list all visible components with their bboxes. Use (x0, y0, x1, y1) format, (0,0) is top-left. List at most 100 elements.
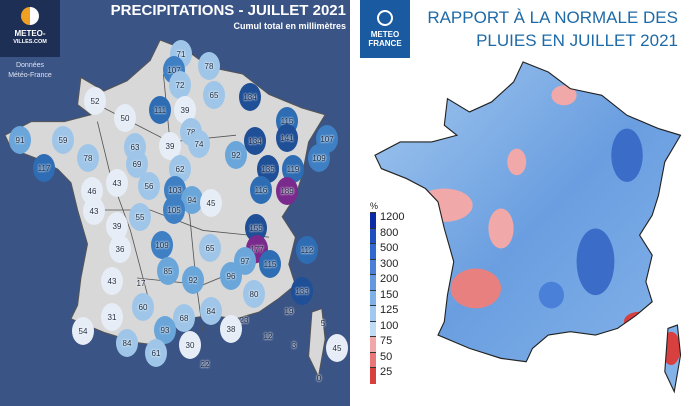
station-value: 134 (248, 136, 262, 146)
legend-swatch (370, 212, 376, 229)
legend-label: 150 (380, 288, 399, 301)
station-value: 43 (112, 178, 122, 188)
station-bubble: 3 (287, 338, 301, 352)
station-bubble: 96 (220, 262, 242, 290)
station-bubble: 105 (163, 196, 185, 224)
station-bubble: 117 (33, 154, 55, 182)
france-map-ratio (374, 61, 682, 394)
station-value: 78 (83, 153, 93, 163)
station-bubble: 56 (138, 172, 160, 200)
legend-label: 300 (380, 257, 399, 270)
station-bubble: 134 (239, 83, 261, 111)
station-value: 133 (295, 286, 309, 296)
logo-text-sub: VILLES.COM (13, 39, 47, 45)
station-value: 92 (188, 275, 198, 285)
station-value: 68 (179, 313, 189, 323)
station-value: 17 (136, 278, 146, 288)
station-value: 45 (332, 343, 342, 353)
station-value: 71 (176, 49, 186, 59)
station-value: 91 (15, 135, 25, 145)
station-value: 46 (87, 186, 97, 196)
station-value: 30 (185, 340, 195, 350)
station-bubble: 91 (9, 126, 31, 154)
station-value: 39 (112, 221, 122, 231)
station-bubble: 133 (291, 277, 313, 305)
legend-swatch (370, 367, 376, 384)
station-bubble: 109 (308, 144, 330, 172)
station-bubble: 119 (282, 155, 304, 183)
station-bubble: 74 (188, 130, 210, 158)
station-value: 22 (200, 359, 210, 369)
station-value: 177 (250, 244, 264, 254)
station-bubble: 43 (106, 169, 128, 197)
legend-swatch (370, 243, 376, 260)
station-bubble: 68 (173, 304, 195, 332)
station-value: 63 (130, 142, 140, 152)
station-bubble: 78 (198, 52, 220, 80)
logo-text-sub: FRANCE (368, 39, 402, 48)
station-value: 107 (167, 65, 181, 75)
station-value: 23 (239, 315, 249, 325)
station-value: 19 (284, 306, 294, 316)
station-bubble: 59 (52, 126, 74, 154)
station-value: 12 (263, 331, 273, 341)
station-value: 39 (165, 141, 175, 151)
logo-text: METEO- (14, 29, 46, 38)
station-value: 84 (122, 338, 132, 348)
credit-line1: Données (15, 62, 45, 69)
station-bubble: 39 (106, 212, 128, 240)
station-value: 59 (58, 135, 68, 145)
station-bubble: 69 (126, 150, 148, 178)
station-value: 155 (249, 223, 263, 233)
legend-label: 75 (380, 335, 393, 347)
station-bubble: 55 (129, 203, 151, 231)
station-value: 109 (312, 153, 326, 163)
station-bubble: 134 (244, 127, 266, 155)
ratio-normal-panel: METEO FRANCE RAPPORT À LA NORMALE DES PL… (350, 0, 700, 406)
legend-swatch (370, 289, 376, 306)
meteo-france-logo-icon (377, 10, 393, 26)
legend-swatch (370, 258, 376, 275)
station-value: 84 (206, 306, 216, 316)
station-bubble: 115 (259, 250, 281, 278)
station-bubble: 50 (114, 104, 136, 132)
station-bubble: 39 (174, 96, 196, 124)
station-bubble: 43 (101, 267, 123, 295)
legend-unit: % (370, 201, 379, 211)
station-value: 50 (120, 113, 130, 123)
station-bubble: 45 (200, 189, 222, 217)
legend-label: 200 (380, 273, 399, 285)
meteo-villes-logo: METEO- VILLES.COM (0, 0, 60, 57)
station-bubble: 112 (296, 236, 318, 264)
station-value: 65 (205, 243, 215, 253)
station-bubble: 54 (72, 317, 94, 345)
station-value: 0 (316, 373, 322, 383)
station-value: 55 (135, 212, 145, 222)
station-bubble: 23 (237, 313, 251, 327)
station-value: 94 (187, 195, 197, 205)
station-bubble: 19 (282, 304, 296, 318)
station-value: 115 (280, 116, 294, 126)
sun-logo-icon (21, 7, 39, 25)
station-bubble: 45 (326, 334, 348, 362)
station-bubble: 141 (276, 124, 298, 152)
legend-label: 25 (380, 366, 393, 378)
meteo-france-logo: METEO FRANCE (360, 0, 410, 58)
station-value: 93 (160, 325, 170, 335)
legend-swatch (370, 305, 376, 322)
station-value: 105 (167, 205, 181, 215)
logo-text: METEO (370, 30, 400, 39)
station-value: 141 (280, 133, 294, 143)
station-value: 43 (89, 206, 99, 216)
station-value: 54 (78, 326, 88, 336)
station-bubble: 80 (243, 280, 265, 308)
station-value: 135 (261, 164, 275, 174)
station-value: 72 (175, 80, 185, 90)
station-value: 45 (206, 198, 216, 208)
station-bubble: 39 (159, 132, 181, 160)
station-value: 103 (168, 185, 182, 195)
station-bubble: 5 (316, 316, 330, 330)
legend-label: 500 (380, 242, 399, 254)
legend-swatch (370, 351, 376, 368)
station-bubble: 22 (198, 357, 212, 371)
